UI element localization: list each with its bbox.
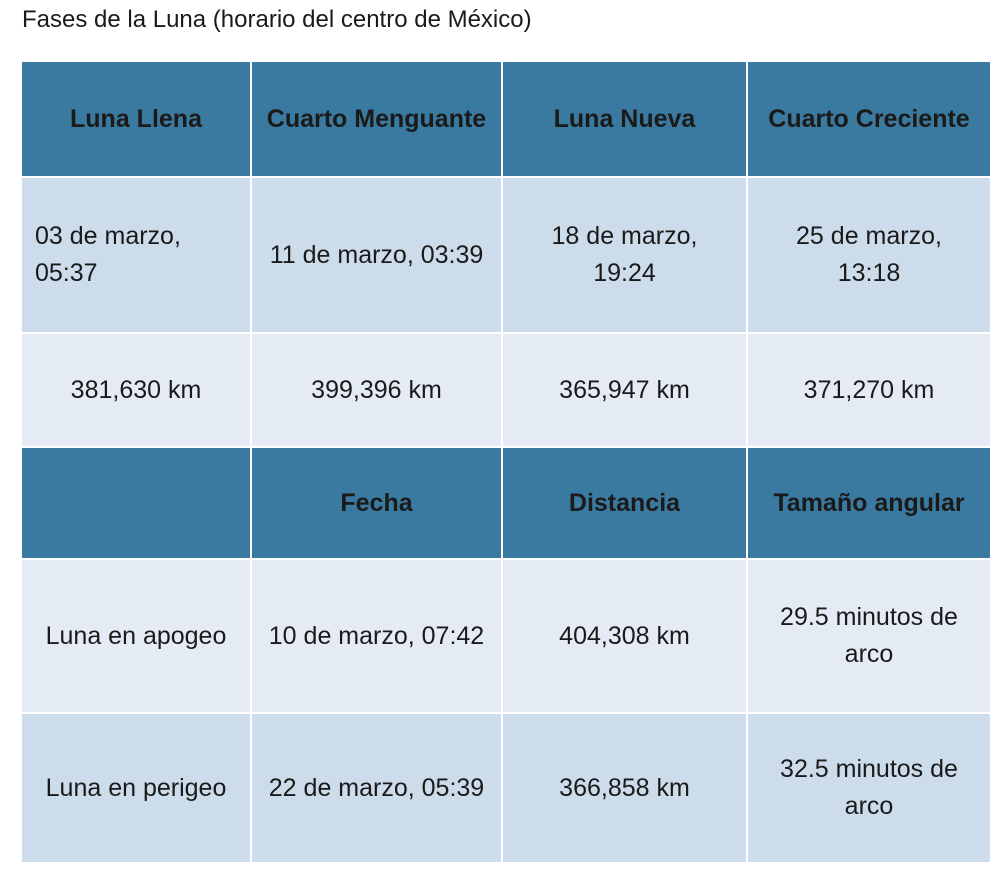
perigeo-date: 22 de marzo, 05:39 bbox=[252, 714, 501, 862]
header-luna-llena: Luna Llena bbox=[22, 62, 250, 176]
header-label: Distancia bbox=[568, 488, 681, 517]
page-title: Fases de la Luna (horario del centro de … bbox=[22, 6, 532, 33]
cell-text: 32.5 minutos de arco bbox=[780, 755, 958, 820]
header-label: Cuarto Creciente bbox=[768, 104, 970, 133]
date-cuarto-menguante: 11 de marzo, 03:39 bbox=[252, 178, 501, 332]
cell-text: 366,858 km bbox=[559, 773, 690, 802]
header-fecha: Fecha bbox=[252, 448, 501, 558]
header-empty bbox=[22, 448, 250, 558]
cell-text: 10 de marzo, 07:42 bbox=[268, 621, 485, 650]
cell-text: Luna en apogeo bbox=[45, 621, 227, 650]
header-cuarto-creciente: Cuarto Creciente bbox=[748, 62, 990, 176]
header-label: Fecha bbox=[340, 488, 413, 517]
cell-text: 18 de marzo, 19:24 bbox=[551, 222, 698, 287]
date-luna-llena: 03 de marzo, 05:37 bbox=[22, 178, 250, 332]
header-label: Cuarto Menguante bbox=[266, 104, 487, 133]
distance-cuarto-menguante: 399,396 km bbox=[252, 334, 501, 446]
header-cuarto-menguante: Cuarto Menguante bbox=[252, 62, 501, 176]
cell-text: 29.5 minutos de arco bbox=[780, 603, 958, 668]
perigeo-angular-size: 32.5 minutos de arco bbox=[748, 714, 990, 862]
cell-text: 371,270 km bbox=[803, 375, 935, 404]
distance-luna-llena: 381,630 km bbox=[22, 334, 250, 446]
date-cuarto-creciente: 25 de marzo, 13:18 bbox=[748, 178, 990, 332]
header-distancia: Distancia bbox=[503, 448, 746, 558]
cell-text: 22 de marzo, 05:39 bbox=[268, 773, 485, 802]
cell-text: 399,396 km bbox=[311, 375, 442, 404]
header-label: Tamaño angular bbox=[773, 488, 965, 517]
header-label: Luna Nueva bbox=[553, 104, 696, 133]
header-luna-nueva: Luna Nueva bbox=[503, 62, 746, 176]
apogeo-event: Luna en apogeo bbox=[22, 560, 250, 712]
header-label: Luna Llena bbox=[70, 104, 202, 133]
cell-text: 381,630 km bbox=[70, 375, 202, 404]
cell-text: 365,947 km bbox=[559, 375, 690, 404]
cell-text: 11 de marzo, 03:39 bbox=[269, 240, 484, 269]
cell-text: 03 de marzo, 05:37 bbox=[35, 222, 181, 287]
cell-text: 25 de marzo, 13:18 bbox=[796, 222, 942, 287]
perigeo-event: Luna en perigeo bbox=[22, 714, 250, 862]
date-luna-nueva: 18 de marzo, 19:24 bbox=[503, 178, 746, 332]
apogeo-date: 10 de marzo, 07:42 bbox=[252, 560, 501, 712]
header-tamano-angular: Tamaño angular bbox=[748, 448, 990, 558]
apogeo-angular-size: 29.5 minutos de arco bbox=[748, 560, 990, 712]
perigeo-distance: 366,858 km bbox=[503, 714, 746, 862]
distance-cuarto-creciente: 371,270 km bbox=[748, 334, 990, 446]
apogeo-distance: 404,308 km bbox=[503, 560, 746, 712]
cell-text: Luna en perigeo bbox=[45, 773, 227, 802]
moon-phases-table: Luna Llena Cuarto Menguante Luna Nueva C… bbox=[22, 62, 990, 862]
distance-luna-nueva: 365,947 km bbox=[503, 334, 746, 446]
cell-text: 404,308 km bbox=[559, 621, 690, 650]
